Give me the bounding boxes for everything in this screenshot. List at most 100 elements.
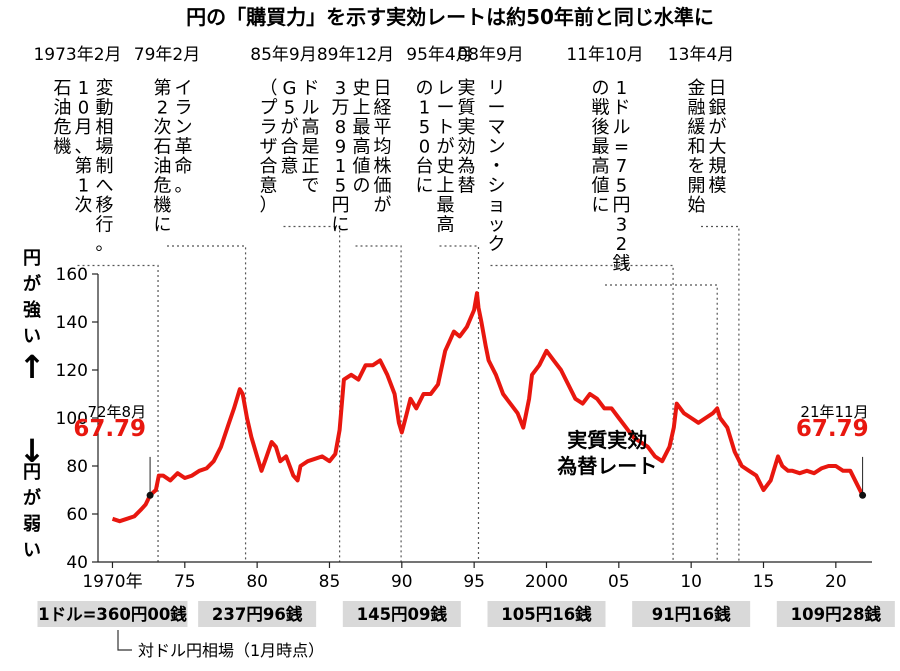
exchange-rate-label: 1ドル=360円00銭	[38, 604, 187, 624]
event-char: 均	[374, 137, 392, 158]
event-char: 正	[302, 156, 320, 177]
event-char: 銭	[613, 254, 631, 275]
event-char: 替	[458, 176, 476, 197]
event-leader-line	[355, 245, 402, 562]
event-char: 高	[302, 117, 320, 138]
event-char: 命	[175, 156, 193, 177]
event-char: ザ	[260, 137, 278, 158]
event-char: ン	[175, 117, 193, 138]
event-char: 上	[437, 176, 455, 197]
event-date: 11年10月	[566, 45, 643, 65]
event-char: ド	[302, 78, 320, 99]
event-char: 規	[709, 156, 727, 177]
event-char: ラ	[260, 117, 278, 138]
event-char: 1	[78, 78, 89, 99]
event-char: ル	[613, 117, 631, 138]
exchange-rate-row: 1ドル=360円00銭 237円96銭 145円09銭 105円16銭 91円16銭 10…	[37, 601, 895, 660]
event-text-column: 1 ドル= 7 5 円 3 2 銭	[613, 78, 631, 275]
event-char: （	[260, 78, 278, 99]
event-char: 相	[96, 117, 114, 138]
y-tick-label: 60	[66, 505, 88, 525]
event-char: 9	[335, 137, 346, 158]
event-char: 油	[154, 156, 172, 177]
event-char: 始	[688, 195, 706, 216]
event-char: 。	[96, 234, 114, 255]
exchange-rate-box	[342, 601, 461, 627]
event-text-column: イラン革命。	[175, 78, 193, 197]
start-label-value: 67.79	[73, 416, 146, 442]
event-char: 機	[54, 137, 72, 158]
event-char: 史	[437, 156, 455, 177]
event-char: ル	[302, 98, 320, 119]
event-char: 円	[332, 195, 350, 216]
event-date: 79年2月	[134, 45, 200, 65]
event-char: が	[709, 117, 727, 138]
x-tick-label: 80	[246, 572, 268, 592]
event-char: ン	[488, 137, 506, 158]
x-tick-label: 05	[608, 572, 630, 592]
side-label-char: 弱	[23, 514, 41, 535]
event-char: 経	[374, 98, 392, 119]
event-char: 模	[709, 176, 727, 197]
event-char: 日	[374, 78, 392, 99]
end-label-point	[859, 491, 867, 499]
end-label-value: 67.79	[796, 416, 869, 442]
event-leader-line	[605, 284, 718, 562]
event-char: 史	[353, 78, 371, 99]
event-char: =	[614, 137, 629, 158]
event-char: 値	[353, 156, 371, 177]
event-char: 5	[335, 176, 346, 197]
side-label-char: が	[23, 273, 41, 295]
event-char: 最	[592, 137, 610, 158]
event-text-column: G 5 が合意	[281, 78, 299, 177]
event-char: 次	[154, 117, 172, 138]
event-char: が	[281, 117, 299, 138]
event-char: 上	[353, 98, 371, 119]
event-char: に	[416, 176, 434, 197]
event-char: 実	[458, 78, 476, 99]
event-char: 5	[616, 176, 627, 197]
event-text-column: 3 万 8 9 1 5 円に	[332, 78, 350, 236]
event-char: の	[592, 78, 610, 99]
event-char: ト	[437, 117, 455, 138]
event-text-column: レートが史上最高	[437, 78, 455, 236]
event-char: 油	[54, 98, 72, 119]
event-char: G	[283, 78, 297, 99]
event-char: 戦	[592, 98, 610, 119]
event-text-column: 第 2 次石油危機に	[154, 78, 172, 236]
event-text-column: リーマン・ショック	[488, 78, 506, 255]
series-label-line: 為替レート	[557, 454, 657, 478]
event-char: 動	[96, 98, 114, 119]
event-char: 1	[419, 98, 430, 119]
event-date: 1973年2月	[33, 45, 121, 65]
event-char: 3	[616, 215, 627, 236]
event-char: レ	[437, 78, 455, 99]
event-char: 実	[458, 117, 476, 138]
event-leader-line	[490, 264, 674, 562]
event-char: 行	[96, 215, 114, 236]
event-char: 高	[437, 215, 455, 236]
event-char: 移	[96, 195, 114, 216]
exchange-rate-box	[776, 601, 895, 627]
event-char: 意	[281, 156, 299, 177]
y-tick-label: 120	[56, 361, 88, 381]
event-char: ラ	[175, 98, 193, 119]
arrow-glyph: ↑	[19, 348, 46, 386]
x-tick-label: 90	[391, 572, 413, 592]
event-char: 、	[75, 137, 93, 158]
event-char: 危	[154, 176, 172, 197]
event-date: 08年9月	[457, 45, 523, 65]
event-char: の	[353, 176, 371, 197]
exchange-rate-label: 145円09銭	[357, 604, 448, 624]
event-char: マ	[488, 117, 506, 138]
event-text-column: 日経平均株価が	[374, 78, 392, 216]
x-tick-label: 10	[680, 572, 702, 592]
event-date: 95年4月	[406, 45, 472, 65]
